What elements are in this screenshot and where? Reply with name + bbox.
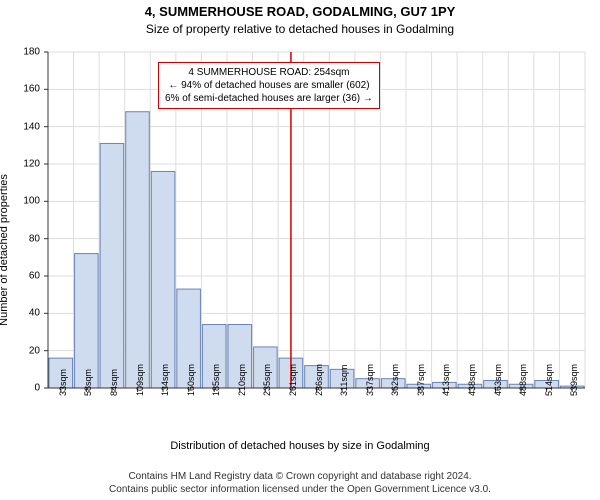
x-axis-label: Distribution of detached houses by size … <box>0 440 600 452</box>
x-tick-label: 286sqm <box>314 364 324 396</box>
x-tick-label: 311sqm <box>339 365 349 396</box>
x-tick-label: 261sqm <box>288 364 298 396</box>
x-tick-label: 235sqm <box>262 364 272 396</box>
annotation-line-larger: 6% of semi-detached houses are larger (3… <box>165 92 373 105</box>
y-tick-label: 180 <box>0 47 40 58</box>
y-tick-label: 20 <box>0 345 40 356</box>
x-tick-label: 514sqm <box>544 364 554 396</box>
y-tick-label: 0 <box>0 383 40 394</box>
y-tick-label: 40 <box>0 308 40 319</box>
y-tick-label: 120 <box>0 159 40 170</box>
y-tick-label: 100 <box>0 196 40 207</box>
x-tick-label: 488sqm <box>518 364 528 396</box>
x-tick-label: 438sqm <box>467 364 477 396</box>
x-tick-label: 413sqm <box>441 364 451 396</box>
annotation-line-size: 4 SUMMERHOUSE ROAD: 254sqm <box>165 66 373 79</box>
x-tick-label: 387sqm <box>416 364 426 396</box>
annotation-line-smaller: ← 94% of detached houses are smaller (60… <box>165 79 373 92</box>
x-tick-label: 337sqm <box>365 364 375 396</box>
y-tick-label: 60 <box>0 271 40 282</box>
x-tick-label: 210sqm <box>237 364 247 396</box>
footnote: Contains HM Land Registry data © Crown c… <box>0 471 600 496</box>
x-tick-label: 109sqm <box>135 364 145 396</box>
figure-root: { "title_address": "4, SUMMERHOUSE ROAD,… <box>0 0 600 500</box>
x-tick-label: 539sqm <box>569 364 579 396</box>
x-tick-label: 33sqm <box>58 369 68 396</box>
y-tick-label: 160 <box>0 84 40 95</box>
x-tick-label: 185sqm <box>211 364 221 396</box>
footnote-line-2: Contains public sector information licen… <box>0 484 600 497</box>
footnote-line-1: Contains HM Land Registry data © Crown c… <box>0 471 600 484</box>
x-tick-label: 134sqm <box>160 364 170 396</box>
x-tick-label: 84sqm <box>109 369 119 396</box>
x-tick-label: 362sqm <box>390 364 400 396</box>
x-tick-label: 58sqm <box>83 369 93 396</box>
x-tick-label: 463sqm <box>493 364 503 396</box>
y-tick-label: 140 <box>0 121 40 132</box>
y-tick-label: 80 <box>0 233 40 244</box>
annotation-callout: 4 SUMMERHOUSE ROAD: 254sqm ← 94% of deta… <box>158 62 380 109</box>
x-tick-label: 160sqm <box>186 364 196 396</box>
